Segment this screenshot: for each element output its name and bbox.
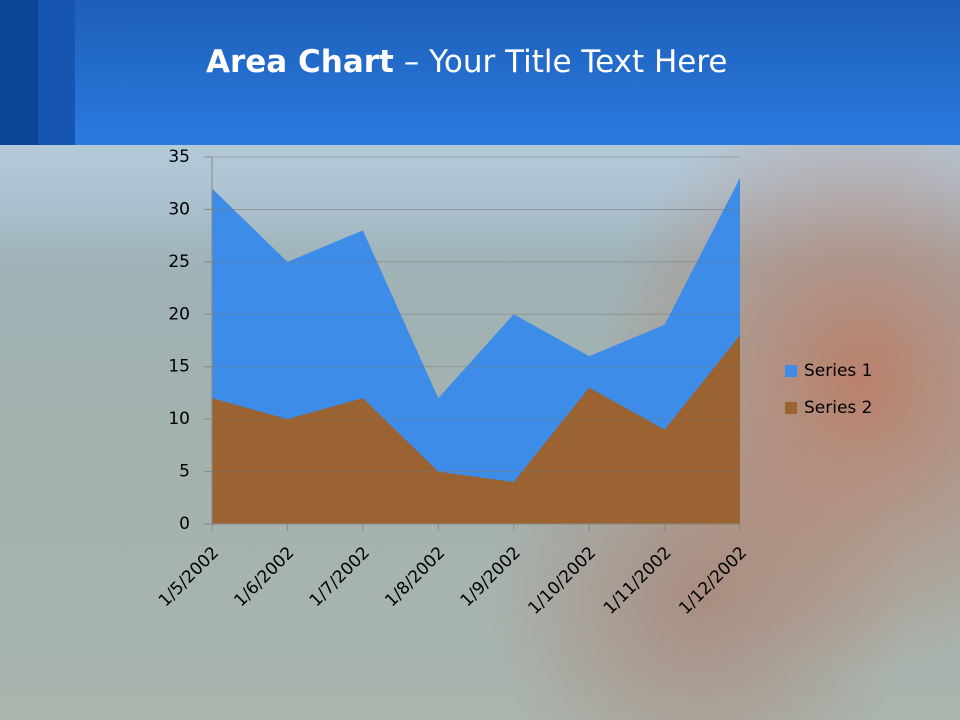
x-tick-label: 1/11/2002 bbox=[600, 543, 676, 619]
x-tick-label: 1/8/2002 bbox=[381, 543, 449, 611]
legend-swatch bbox=[785, 365, 797, 377]
y-tick-label: 10 bbox=[168, 409, 190, 429]
area bbox=[212, 335, 740, 524]
y-tick-label: 25 bbox=[168, 252, 190, 272]
y-tick-label: 5 bbox=[179, 462, 190, 482]
x-tick-label: 1/12/2002 bbox=[675, 543, 751, 619]
x-tick-label: 1/7/2002 bbox=[306, 543, 374, 611]
header-band bbox=[0, 0, 960, 145]
y-tick-label: 0 bbox=[179, 514, 190, 534]
legend-label: Series 2 bbox=[804, 398, 873, 418]
x-tick-label: 1/9/2002 bbox=[457, 543, 525, 611]
title-bold: Area Chart bbox=[206, 44, 394, 80]
x-tick-label: 1/6/2002 bbox=[230, 543, 298, 611]
x-tick-label: 1/10/2002 bbox=[524, 543, 600, 619]
header-accent bbox=[0, 0, 38, 145]
y-tick-label: 35 bbox=[168, 147, 190, 167]
y-tick-label: 15 bbox=[168, 357, 190, 377]
legend-label: Series 1 bbox=[804, 361, 873, 381]
x-tick-label: 1/5/2002 bbox=[155, 543, 223, 611]
chart-title: Area Chart – Your Title Text Here bbox=[206, 44, 727, 80]
y-tick-label: 30 bbox=[168, 199, 190, 219]
title-rest: – Your Title Text Here bbox=[404, 44, 728, 80]
legend-swatch bbox=[785, 402, 797, 414]
header-accent bbox=[38, 0, 75, 145]
y-tick-label: 20 bbox=[168, 304, 190, 324]
